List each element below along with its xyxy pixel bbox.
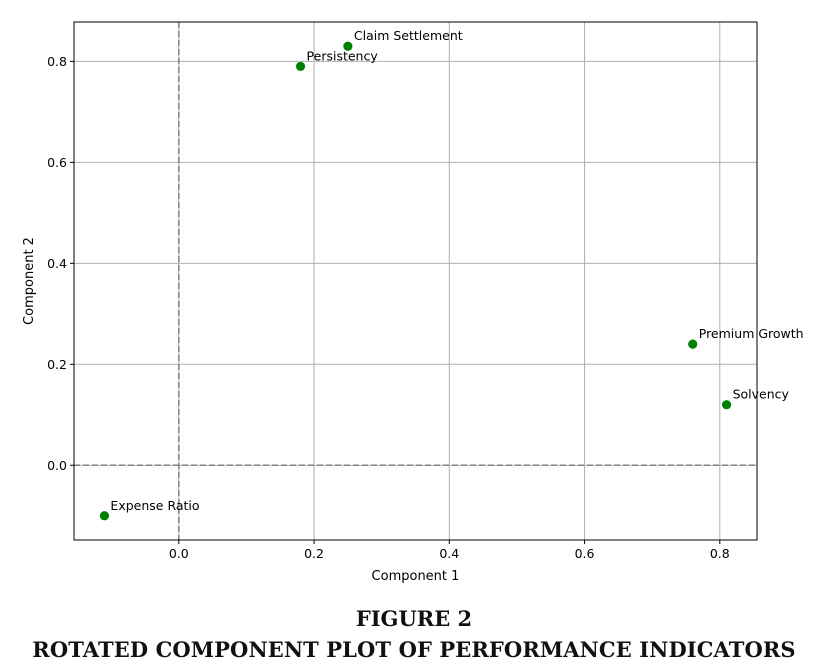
data-point [688,339,698,349]
point-label: Persistency [307,48,379,63]
plot-area-frame [73,21,758,541]
axis-ticks: 0.0 0.2 0.4 0.6 0.8 0.0 0.2 0.4 0.6 0.8 [47,54,730,561]
y-axis-label: Component 2 [22,237,37,325]
component-plot: 0.0 0.2 0.4 0.6 0.8 0.0 0.2 0.4 0.6 0.8 Claim Set… [22,21,804,584]
x-tick-label: 0.0 [169,546,189,561]
y-tick-label: 0.4 [47,256,67,271]
data-point [295,61,306,72]
x-tick-label: 0.4 [439,546,459,561]
y-tick-label: 0.6 [47,155,67,170]
data-point [343,41,353,51]
data-point [721,400,732,410]
data-point [99,511,110,521]
y-tick-label: 0.8 [47,54,67,69]
x-tick-label: 0.6 [575,546,595,561]
figure-title: ROTATED COMPONENT PLOT OF PERFORMANCE IN… [32,637,796,662]
point-label: Premium Growth [699,326,804,341]
point-label: Solvency [733,387,790,402]
point-label: Expense Ratio [110,498,199,513]
x-tick-label: 0.2 [304,546,324,561]
grid [74,22,757,540]
y-tick-label: 0.0 [47,458,67,473]
x-tick-label: 0.8 [710,546,730,561]
reference-lines [74,22,757,540]
point-label: Claim Settlement [354,28,463,43]
y-tick-label: 0.2 [47,357,67,372]
x-axis-label: Component 1 [372,569,460,584]
data-points: Claim Settlement Persistency Premium Growt… [99,28,804,521]
figure-number: FIGURE 2 [355,606,473,631]
